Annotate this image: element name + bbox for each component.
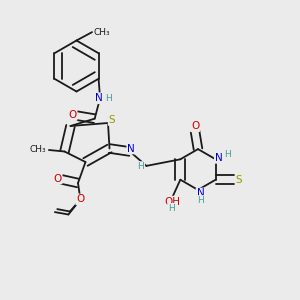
Text: OH: OH xyxy=(165,196,181,207)
Text: S: S xyxy=(109,115,115,125)
Text: O: O xyxy=(68,110,76,120)
Text: CH₃: CH₃ xyxy=(30,146,46,154)
Text: H: H xyxy=(197,196,204,205)
Text: H: H xyxy=(105,94,112,103)
Text: N: N xyxy=(127,143,135,154)
Text: S: S xyxy=(236,175,242,185)
Text: H: H xyxy=(168,204,175,213)
Text: H: H xyxy=(138,162,144,171)
Text: O: O xyxy=(76,194,85,205)
Text: N: N xyxy=(196,188,204,199)
Text: CH₃: CH₃ xyxy=(94,28,110,37)
Text: O: O xyxy=(191,121,199,131)
Text: N: N xyxy=(215,153,223,163)
Text: O: O xyxy=(53,173,62,184)
Text: N: N xyxy=(95,93,103,103)
Text: H: H xyxy=(224,150,230,159)
